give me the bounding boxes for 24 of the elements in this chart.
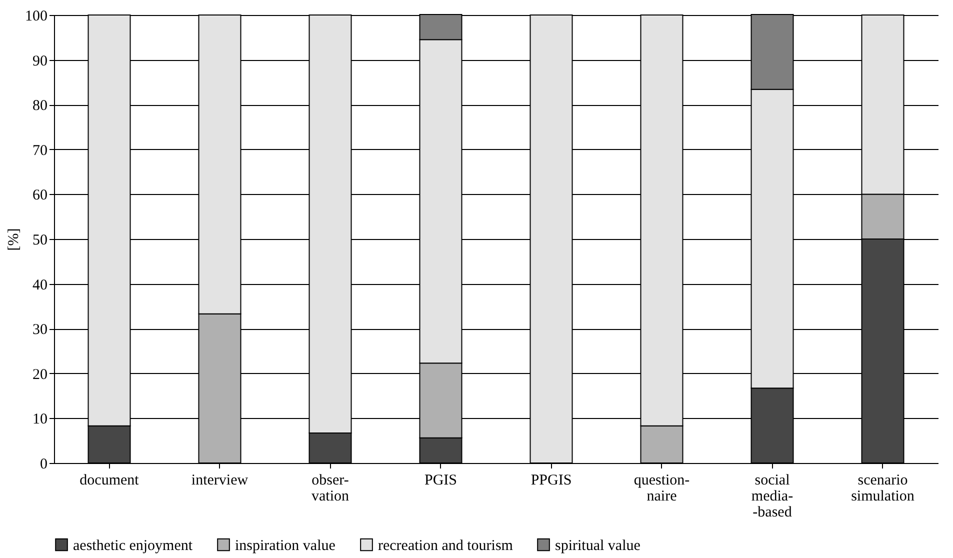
y-tick-label: 50: [32, 232, 48, 248]
x-tick-label: PPGIS: [530, 472, 572, 488]
legend-label: recreation and tourism: [378, 538, 514, 554]
y-tick-label: 40: [32, 277, 48, 294]
x-tick-label: document: [80, 472, 140, 488]
y-tick-label: 90: [32, 53, 48, 70]
x-tick-label: obser- vation: [312, 472, 350, 504]
y-tick-label: 20: [32, 366, 48, 383]
x-tick-label: question- naire: [634, 472, 690, 504]
x-tick-label: social media- -based: [751, 472, 794, 520]
x-tick-label: scenario simulation: [851, 472, 915, 504]
legend-label: aesthetic enjoyment: [73, 538, 194, 554]
y-tick-label: 70: [32, 142, 48, 159]
x-tick-label: interview: [191, 472, 248, 488]
legend-label: spiritual value: [555, 538, 641, 554]
y-tick-label: 80: [32, 98, 48, 114]
y-tick-label: 60: [32, 188, 48, 204]
y-tick-label: 0: [40, 456, 48, 472]
legend-label: inspiration value: [235, 538, 336, 554]
y-tick-label: 100: [25, 8, 48, 24]
y-tick-label: 10: [32, 412, 48, 428]
y-tick-label: 30: [32, 322, 48, 338]
y-axis-title: [%]: [6, 228, 22, 251]
x-tick-label: PGIS: [424, 472, 458, 488]
